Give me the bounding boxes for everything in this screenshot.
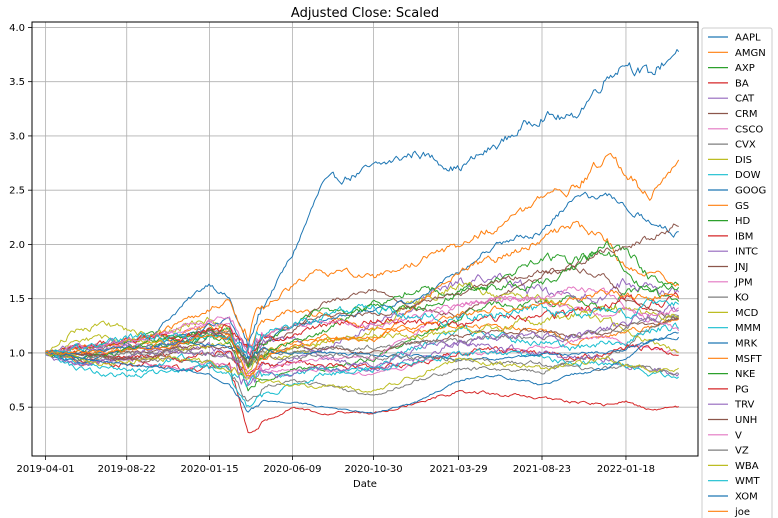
legend-label: WMT (735, 476, 761, 487)
plot-area (32, 22, 698, 456)
series-line-axp (45, 281, 680, 392)
legend-label: GOOG (735, 186, 766, 197)
y-tick-label: 4.0 (9, 23, 25, 34)
y-axis: 0.5 1.0 1.5 2.0 2.5 3.0 3.5 4.0 (9, 23, 32, 414)
series-line-cat (45, 272, 680, 378)
x-tick-label: 2021-03-29 (430, 464, 488, 475)
legend-label: MSFT (735, 354, 763, 365)
series-line-mcd (45, 305, 680, 375)
x-tick-label: 2021-08-23 (513, 464, 571, 475)
legend-label: CVX (735, 140, 756, 151)
y-tick-label: 3.0 (9, 131, 25, 142)
legend-label: UNH (735, 415, 757, 426)
x-tick-label: 2020-06-09 (263, 464, 321, 475)
series-line-trv (45, 304, 679, 386)
legend-label: AXP (735, 63, 755, 74)
series-line-xom (45, 336, 680, 414)
legend-label: DIS (735, 155, 752, 166)
series-line-vz (45, 348, 679, 376)
series-line-mmm (45, 348, 680, 388)
series-line-csco (45, 335, 679, 380)
y-tick-label: 3.5 (9, 77, 25, 88)
plot-frame (31, 21, 699, 457)
legend-label: WBA (735, 461, 759, 472)
legend-label: joe (734, 507, 750, 518)
series-line-wmt (45, 297, 679, 354)
x-tick-label: 2019-08-22 (98, 464, 156, 475)
x-axis-label: Date (353, 479, 377, 490)
x-tick-label: 2020-10-30 (344, 464, 402, 475)
legend-label: JPM (734, 277, 753, 288)
legend-label: CAT (735, 94, 755, 105)
y-tick-label: 1.5 (9, 294, 25, 305)
legend-label: VZ (735, 446, 749, 457)
series-line-joe (45, 289, 680, 377)
legend-label: PG (735, 384, 749, 395)
y-tick-label: 1.0 (9, 348, 25, 359)
series-line-mrk (45, 331, 679, 361)
legend-label: XOM (735, 492, 758, 503)
legend-label: IBM (735, 231, 753, 242)
legend-label: BA (735, 78, 749, 89)
legend-label: AAPL (735, 33, 761, 44)
series-line-unh (45, 223, 679, 365)
legend-label: MMM (735, 323, 761, 334)
series-line-msft (45, 152, 680, 356)
legend-label: JNJ (734, 262, 748, 273)
legend-label: CSCO (735, 124, 763, 135)
legend-label: INTC (735, 247, 758, 258)
legend: AAPL AMGN AXP BA CAT CRM CSCO CVX DIS DOW GOOG GS HD… (701, 27, 773, 518)
x-tick-label: 2019-04-01 (17, 464, 75, 475)
x-tick-label: 2022-01-18 (597, 464, 655, 475)
y-tick-label: 2.0 (9, 240, 25, 251)
legend-label: V (735, 430, 742, 441)
series-line-nke (45, 250, 680, 368)
legend-label: MRK (735, 339, 758, 350)
legend-label: KO (735, 293, 749, 304)
chart-title: Adjusted Close: Scaled (291, 6, 439, 21)
legend-label: TRV (734, 400, 755, 411)
legend-label: NKE (735, 369, 755, 380)
series-line-intc (45, 329, 680, 377)
legend-label: MCD (735, 308, 759, 319)
legend-label: DOW (735, 170, 761, 181)
series-line-dis (45, 281, 679, 367)
series-line-wba (45, 351, 679, 393)
legend-label: CRM (735, 109, 758, 120)
y-tick-label: 0.5 (9, 403, 25, 414)
legend-label: HD (735, 216, 751, 227)
legend-box (701, 27, 773, 518)
x-axis: 2019-04-01 2019-08-22 2020-01-15 2020-06-09… (17, 456, 655, 475)
legend-label: AMGN (735, 48, 766, 59)
y-tick-label: 2.5 (9, 186, 25, 197)
series-lines (45, 49, 680, 434)
legend-label: GS (735, 201, 749, 212)
x-tick-label: 2020-01-15 (180, 464, 238, 475)
